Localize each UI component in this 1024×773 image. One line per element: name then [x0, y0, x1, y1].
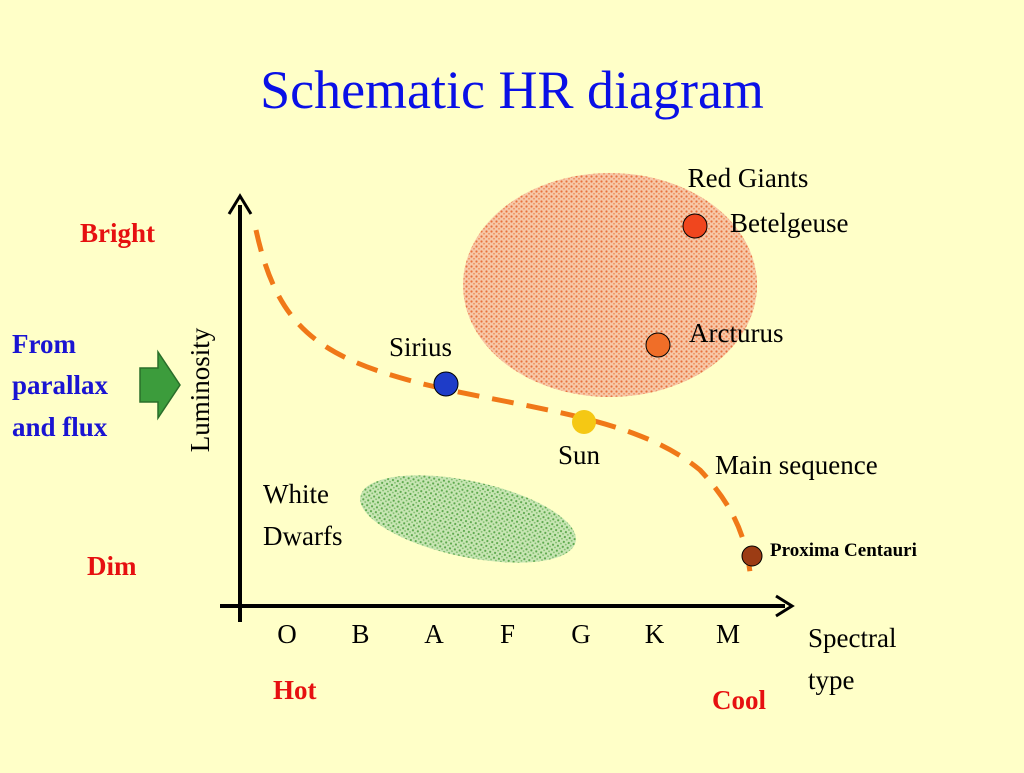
star-betelgeuse-label: Betelgeuse [730, 208, 848, 238]
star-proxima [741, 545, 763, 567]
star-sun [572, 410, 596, 434]
white-dwarfs-region [360, 475, 576, 563]
spectral-class-k: K [645, 619, 665, 649]
right-arrow-icon [139, 349, 181, 421]
spectral-class-g: G [571, 619, 591, 649]
bright-label: Bright [80, 218, 155, 248]
spectral-class-m: M [716, 619, 740, 649]
spectral-class-f: F [500, 619, 515, 649]
page-title: Schematic HR diagram [260, 60, 764, 120]
white-dwarfs-label-line1: White [263, 479, 329, 509]
main-sequence-label: Main sequence [715, 450, 878, 480]
spectral-class-a: A [424, 619, 444, 649]
x-axis-arrowhead [775, 594, 795, 618]
cool-label: Cool [712, 685, 766, 715]
x-axis-label-line1: Spectral [808, 623, 896, 653]
dim-label: Dim [87, 551, 137, 581]
parallax-note-line3: and flux [12, 412, 108, 442]
y-axis-label: Luminosity [185, 327, 215, 452]
white-dwarfs-label-line2: Dwarfs [263, 521, 342, 551]
star-sun-label: Sun [558, 440, 601, 470]
red-giants-region [463, 173, 757, 397]
parallax-note-line1: From [12, 329, 76, 359]
star-arcturus-label: Arcturus [689, 318, 783, 348]
star-proxima-label: Proxima Centauri [770, 540, 917, 561]
hot-label: Hot [273, 675, 317, 705]
red-giants-label: Red Giants [688, 163, 809, 193]
star-arcturus [645, 332, 671, 358]
main-sequence-curve [253, 229, 753, 573]
star-sirius-label: Sirius [389, 332, 452, 362]
x-axis-label-line2: type [808, 665, 855, 695]
spectral-class-o: O [277, 619, 297, 649]
y-axis-arrowhead [227, 193, 253, 215]
star-betelgeuse [682, 213, 708, 239]
parallax-note-line2: parallax [12, 370, 109, 400]
spectral-class-b: B [351, 619, 369, 649]
star-sirius [433, 371, 459, 397]
